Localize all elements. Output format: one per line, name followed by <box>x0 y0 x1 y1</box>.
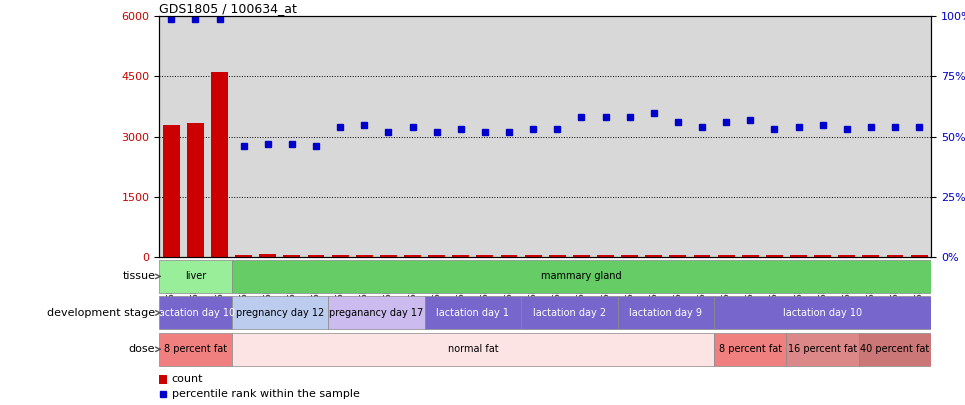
Bar <box>284 255 300 257</box>
Bar <box>766 255 783 257</box>
Bar <box>159 333 232 366</box>
Bar <box>159 375 167 384</box>
Bar <box>549 255 565 257</box>
Text: lactation day 2: lactation day 2 <box>533 308 606 318</box>
Bar <box>260 254 276 257</box>
Bar <box>839 255 855 257</box>
Bar <box>714 333 786 366</box>
Bar <box>621 255 638 257</box>
Bar <box>670 255 686 257</box>
Text: liver: liver <box>184 271 207 281</box>
Bar <box>814 255 831 257</box>
Text: 16 percent fat: 16 percent fat <box>788 344 857 354</box>
Bar <box>235 255 252 257</box>
Bar <box>159 260 232 293</box>
Bar <box>573 255 590 257</box>
Bar <box>404 255 421 257</box>
Text: development stage: development stage <box>47 308 155 318</box>
Bar <box>501 255 517 257</box>
Bar <box>521 296 618 329</box>
Bar <box>159 296 232 329</box>
Bar <box>356 255 372 257</box>
Bar <box>714 296 931 329</box>
Bar <box>232 333 714 366</box>
Bar <box>332 255 348 257</box>
Text: dose: dose <box>129 344 155 354</box>
Text: lactation day 10: lactation day 10 <box>784 308 862 318</box>
Bar <box>911 255 927 257</box>
Text: percentile rank within the sample: percentile rank within the sample <box>172 389 360 399</box>
Bar <box>887 255 903 257</box>
Text: count: count <box>172 374 204 384</box>
Text: mammary gland: mammary gland <box>541 271 621 281</box>
Bar <box>163 125 179 257</box>
Text: lactation day 10: lactation day 10 <box>156 308 234 318</box>
Bar <box>786 333 859 366</box>
Bar <box>646 255 662 257</box>
Bar <box>618 296 714 329</box>
Text: preganancy day 17: preganancy day 17 <box>329 308 424 318</box>
Text: lactation day 1: lactation day 1 <box>436 308 510 318</box>
Text: 40 percent fat: 40 percent fat <box>861 344 929 354</box>
Text: pregnancy day 12: pregnancy day 12 <box>235 308 324 318</box>
Bar <box>694 255 710 257</box>
Bar <box>718 255 734 257</box>
Bar <box>863 255 879 257</box>
Bar <box>477 255 493 257</box>
Bar <box>328 296 425 329</box>
Bar <box>525 255 541 257</box>
Bar <box>308 255 324 257</box>
Bar <box>790 255 807 257</box>
Bar <box>425 296 521 329</box>
Bar <box>453 255 469 257</box>
Text: normal fat: normal fat <box>448 344 498 354</box>
Text: GDS1805 / 100634_at: GDS1805 / 100634_at <box>159 2 297 15</box>
Bar <box>187 123 204 257</box>
Text: 8 percent fat: 8 percent fat <box>164 344 227 354</box>
Bar <box>597 255 614 257</box>
Bar <box>380 255 397 257</box>
Text: tissue: tissue <box>123 271 155 281</box>
Text: 8 percent fat: 8 percent fat <box>719 344 782 354</box>
Bar <box>742 255 758 257</box>
Text: lactation day 9: lactation day 9 <box>629 308 703 318</box>
Bar <box>428 255 445 257</box>
Bar <box>211 72 228 257</box>
Bar <box>859 333 931 366</box>
Bar <box>232 296 328 329</box>
